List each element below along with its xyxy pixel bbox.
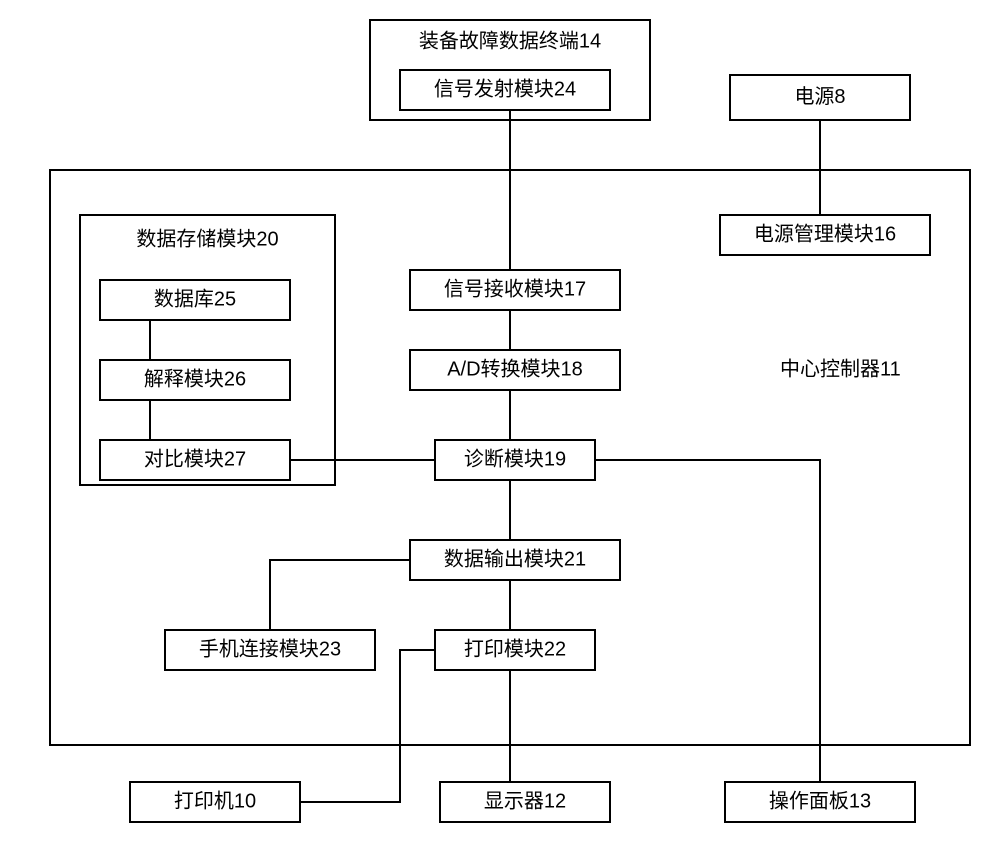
node-label-data_out: 数据输出模块21 [444, 547, 586, 570]
node-database: 数据库25 [100, 280, 290, 320]
node-printer: 打印机10 [130, 782, 300, 822]
node-label-panel: 操作面板13 [769, 789, 871, 812]
node-parse: 解释模块26 [100, 360, 290, 400]
node-label-storage_outer: 数据存储模块20 [136, 227, 278, 250]
node-label-power: 电源8 [794, 85, 845, 108]
node-label-database: 数据库25 [154, 287, 236, 310]
node-label-terminal_outer: 装备故障数据终端14 [419, 29, 601, 52]
edge-diagnose-panel [595, 460, 820, 782]
node-label-print_mod: 打印模块22 [464, 637, 566, 660]
node-diagnose: 诊断模块19 [435, 440, 595, 480]
node-label-power_mgmt: 电源管理模块16 [754, 222, 896, 245]
node-label-adc: A/D转换模块18 [447, 357, 583, 380]
node-label-phone: 手机连接模块23 [199, 637, 341, 660]
controller-label: 中心控制器11 [780, 357, 901, 380]
node-display: 显示器12 [440, 782, 610, 822]
node-data_out: 数据输出模块21 [410, 540, 620, 580]
diagram-canvas: 装备故障数据终端14 信号发射模块24 电源8 中心控制器11 电源管理模块16 数据存储… [0, 0, 1000, 860]
node-phone: 手机连接模块23 [165, 630, 375, 670]
node-label-printer: 打印机10 [174, 789, 256, 812]
node-label-parse: 解释模块26 [144, 367, 246, 390]
node-label-diagnose: 诊断模块19 [464, 447, 566, 470]
node-power: 电源8 [730, 75, 910, 120]
edge-print_mod-printer [300, 650, 435, 802]
node-label-signal_rx: 信号接收模块17 [444, 277, 586, 300]
edge-data_out-phone [270, 560, 410, 630]
node-compare: 对比模块27 [100, 440, 290, 480]
node-print_mod: 打印模块22 [435, 630, 595, 670]
node-label-signal_tx: 信号发射模块24 [434, 77, 576, 100]
node-power_mgmt: 电源管理模块16 [720, 215, 930, 255]
node-label-compare: 对比模块27 [144, 447, 246, 470]
node-adc: A/D转换模块18 [410, 350, 620, 390]
node-panel: 操作面板13 [725, 782, 915, 822]
node-label-display: 显示器12 [484, 790, 566, 812]
node-signal_rx: 信号接收模块17 [410, 270, 620, 310]
node-signal_tx: 信号发射模块24 [400, 70, 610, 110]
